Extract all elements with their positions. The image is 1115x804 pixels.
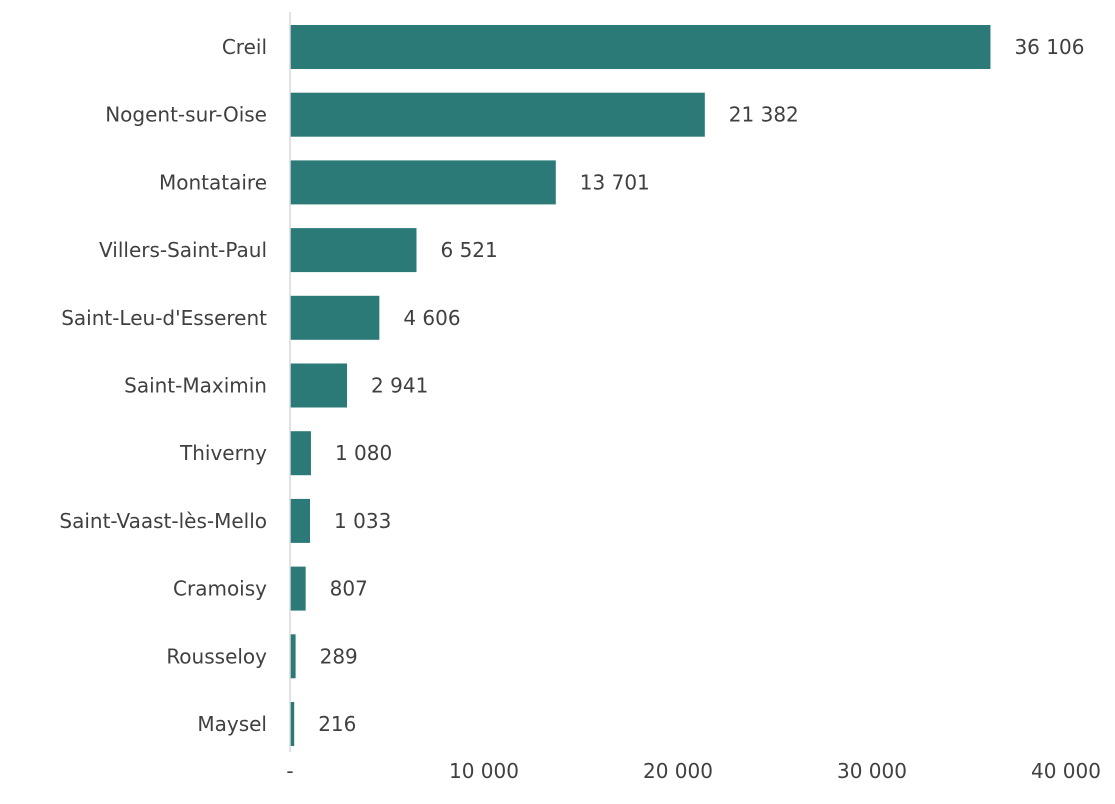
bar-3 bbox=[290, 228, 417, 273]
value-labels: 36 106 21 382 13 701 6 521 4 606 2 941 1 080 1 … bbox=[318, 35, 1084, 736]
bar-0 bbox=[290, 25, 991, 69]
category-label: Thiverny bbox=[179, 441, 267, 465]
x-tick-label: - bbox=[286, 759, 293, 783]
value-label: 807 bbox=[330, 577, 368, 601]
category-label: Saint-Vaast-lès-Mello bbox=[59, 509, 267, 533]
category-label: Nogent-sur-Oise bbox=[105, 103, 267, 127]
category-label: Saint-Maximin bbox=[124, 374, 267, 398]
value-label: 1 080 bbox=[335, 441, 392, 465]
bar-2 bbox=[290, 160, 556, 205]
value-label: 4 606 bbox=[403, 306, 460, 330]
category-label: Rousseloy bbox=[166, 644, 267, 668]
bar-6 bbox=[290, 431, 311, 476]
x-axis-tick-labels: - 10 000 20 000 30 000 40 000 bbox=[286, 759, 1101, 783]
category-labels: Creil Nogent-sur-Oise Montataire Villers-Sa… bbox=[59, 35, 267, 736]
bar-7 bbox=[290, 498, 311, 543]
category-label: Villers-Saint-Paul bbox=[99, 238, 267, 262]
value-label: 13 701 bbox=[580, 170, 650, 194]
bar-9 bbox=[290, 634, 296, 679]
category-label: Maysel bbox=[197, 712, 267, 736]
x-tick-label: 30 000 bbox=[837, 759, 907, 783]
bar-8 bbox=[290, 566, 306, 611]
bar-4 bbox=[290, 295, 380, 340]
x-tick-label: 10 000 bbox=[449, 759, 519, 783]
value-label: 6 521 bbox=[441, 238, 498, 262]
bar-5 bbox=[290, 363, 348, 408]
value-label: 1 033 bbox=[334, 509, 391, 533]
value-label: 21 382 bbox=[729, 103, 799, 127]
category-label: Creil bbox=[222, 35, 267, 59]
bars-layer bbox=[290, 25, 991, 746]
x-tick-label: 20 000 bbox=[643, 759, 713, 783]
bar-1 bbox=[290, 92, 705, 137]
bar-10 bbox=[290, 702, 295, 746]
category-label: Montataire bbox=[159, 170, 267, 194]
category-label: Cramoisy bbox=[173, 577, 267, 601]
value-label: 216 bbox=[318, 712, 356, 736]
value-label: 36 106 bbox=[1014, 35, 1084, 59]
value-label: 2 941 bbox=[371, 374, 428, 398]
x-tick-label: 40 000 bbox=[1031, 759, 1101, 783]
value-label: 289 bbox=[320, 644, 358, 668]
category-label: Saint-Leu-d'Esserent bbox=[61, 306, 267, 330]
